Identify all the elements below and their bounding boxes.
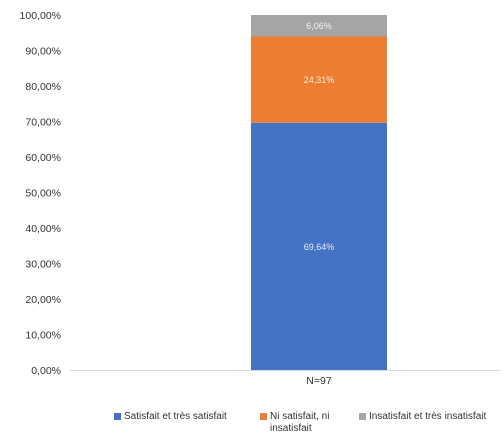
legend-swatch-satisfied bbox=[114, 413, 121, 420]
legend-swatch-unsatisfied bbox=[359, 413, 366, 420]
x-category-label: N=97 bbox=[306, 375, 332, 387]
bar-segment bbox=[251, 15, 387, 37]
y-axis: 0,00% 10,00% 20,00% 30,00% 40,00% 50,00% 60,00… bbox=[20, 10, 61, 377]
bar-stack: 69,64% 24,31% 6,06% bbox=[251, 15, 387, 370]
y-tick-label: 60,00% bbox=[25, 152, 61, 164]
legend-item-unsatisfied: Insatisfait et très insatisfait bbox=[359, 411, 486, 423]
y-tick-label: 20,00% bbox=[25, 294, 61, 306]
legend-label-neutral: Ni satisfait, ni insatisfait bbox=[270, 411, 330, 434]
y-tick-label: 100,00% bbox=[20, 10, 61, 22]
y-tick-label: 50,00% bbox=[25, 188, 61, 200]
legend-item-satisfied: Satisfait et très satisfait bbox=[114, 411, 227, 423]
legend-item-neutral: Ni satisfait, ni insatisfait bbox=[260, 411, 342, 435]
legend: Satisfait et très satisfait Ni satisfait… bbox=[0, 411, 503, 436]
legend-label-satisfied: Satisfait et très satisfait bbox=[124, 411, 227, 422]
y-tick-label: 10,00% bbox=[25, 330, 61, 342]
legend-swatch-neutral bbox=[260, 413, 267, 420]
stacked-bar-chart: 0,00% 10,00% 20,00% 30,00% 40,00% 50,00% 60,00… bbox=[20, 10, 500, 387]
y-tick-label: 40,00% bbox=[25, 223, 61, 235]
y-tick-label: 80,00% bbox=[25, 81, 61, 93]
bar-segment bbox=[251, 36, 387, 123]
y-tick-label: 70,00% bbox=[25, 117, 61, 129]
data-label: 6,06% bbox=[306, 21, 332, 31]
data-label: 69,64% bbox=[304, 242, 335, 252]
y-tick-label: 0,00% bbox=[31, 365, 61, 377]
bar-segment bbox=[251, 122, 387, 370]
y-tick-label: 90,00% bbox=[25, 46, 61, 58]
x-axis: N=97 bbox=[70, 370, 500, 387]
y-tick-label: 30,00% bbox=[25, 259, 61, 271]
legend-label-unsatisfied: Insatisfait et très insatisfait bbox=[369, 411, 487, 422]
data-label: 24,31% bbox=[304, 75, 335, 85]
